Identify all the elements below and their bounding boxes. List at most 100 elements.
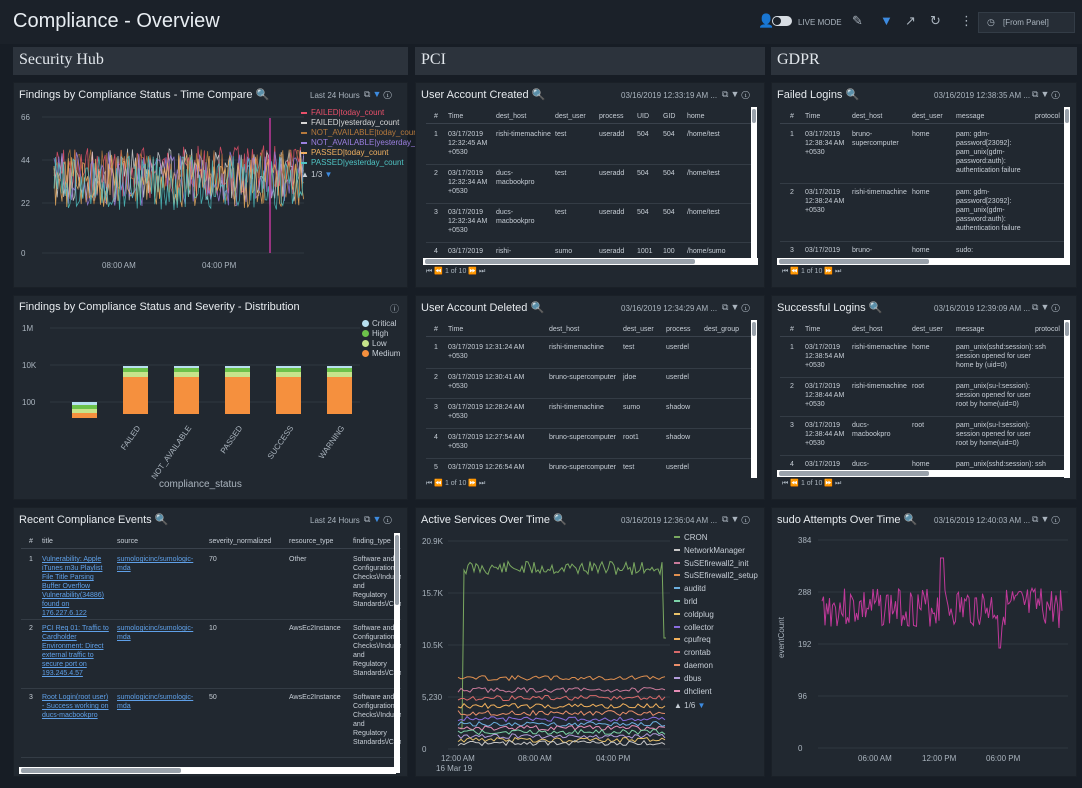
column-header[interactable]: protocol <box>1035 326 1060 333</box>
filter-icon[interactable]: ▼ <box>1040 302 1052 312</box>
bar-segment[interactable] <box>327 366 352 368</box>
column-header[interactable]: dest_host <box>496 113 527 120</box>
next-page-icon[interactable]: ⏩ <box>468 480 478 487</box>
legend-item[interactable]: Low <box>362 339 408 349</box>
column-header[interactable]: Time <box>448 326 464 333</box>
column-header[interactable]: UID <box>637 113 650 120</box>
info-icon[interactable]: ⓘ <box>1051 514 1062 524</box>
table-row[interactable]: 2 03/17/2019 12:38:44 AM +0530 rishi-timem… <box>780 378 1066 417</box>
last-page-icon[interactable]: ⏭ <box>478 480 486 487</box>
table-row[interactable]: 1 03/17/2019 12:38:34 AM +0530 bruno-super… <box>780 126 1066 184</box>
bar-segment[interactable] <box>174 366 199 368</box>
table-pager[interactable]: ⏮ ⏪ 1 of 10 ⏩ ⏭ <box>782 480 842 487</box>
search-icon[interactable]: 🔍 <box>154 514 169 526</box>
vertical-scrollbar[interactable] <box>1064 320 1070 478</box>
info-icon[interactable]: ⓘ <box>390 304 402 314</box>
legend-item[interactable]: dbus <box>674 673 764 686</box>
copy-icon[interactable]: ⧉ <box>1032 514 1041 524</box>
table-row[interactable]: 3 03/17/2019 12:28:24 AM +0530 rishi-timem… <box>426 399 756 429</box>
bar-segment[interactable] <box>225 366 250 368</box>
legend-item[interactable]: crontab <box>674 647 764 660</box>
horizontal-scrollbar[interactable] <box>777 258 1069 265</box>
copy-icon[interactable]: ⧉ <box>722 89 731 99</box>
refresh-icon[interactable]: ↻ <box>930 13 941 28</box>
bar-segment[interactable] <box>276 366 301 368</box>
info-icon[interactable]: ⓘ <box>383 514 394 524</box>
column-header[interactable]: Time <box>805 326 821 333</box>
column-header[interactable]: dest_user <box>912 326 943 333</box>
bar-segment[interactable] <box>276 372 301 377</box>
legend-item[interactable]: PASSED|yesterday_count <box>301 158 407 168</box>
copy-icon[interactable]: ⧉ <box>364 514 373 524</box>
table-row[interactable]: 1 Vulnerability: Apple iTunes m3u Playlis… <box>21 551 401 620</box>
table-row[interactable]: 3 03/17/2019 bruno-home sudo: <box>780 242 1066 258</box>
table-row[interactable]: 3 03/17/2019 12:38:44 AM +0530 ducs-macboo… <box>780 417 1066 456</box>
filter-icon[interactable]: ▼ <box>372 89 384 99</box>
next-page-icon[interactable]: ⏩ <box>824 480 834 487</box>
column-header[interactable]: message <box>956 113 985 120</box>
info-icon[interactable]: ⓘ <box>741 89 752 99</box>
table-row[interactable]: 1 03/17/2019 12:32:45 AM +0530 rishi-timem… <box>426 126 756 165</box>
bar-segment[interactable] <box>225 372 250 377</box>
bar-segment[interactable] <box>123 372 148 377</box>
vertical-scrollbar[interactable] <box>751 107 757 265</box>
bar-segment[interactable] <box>276 377 301 414</box>
legend-item[interactable]: SuSEfirewall2_setup <box>674 570 764 583</box>
column-header[interactable]: dest_user <box>912 113 943 120</box>
legend-item[interactable]: CRON <box>674 532 764 545</box>
column-header[interactable]: Time <box>448 113 464 120</box>
column-header[interactable]: resource_type <box>289 538 334 545</box>
vertical-scrollbar[interactable] <box>1064 107 1070 265</box>
bar-segment[interactable] <box>123 368 148 372</box>
column-header[interactable]: # <box>434 113 438 120</box>
column-header[interactable]: GID <box>663 113 676 120</box>
copy-icon[interactable]: ⧉ <box>1032 302 1041 312</box>
horizontal-scrollbar[interactable] <box>423 258 758 265</box>
legend-pager[interactable]: ▲ 1/3 ▼ <box>301 170 333 179</box>
legend-item[interactable]: NOT_AVAILABLE|today_count <box>301 128 420 138</box>
column-header[interactable]: message <box>956 326 985 333</box>
time-range-selector[interactable]: ◷ [From Panel] <box>978 12 1075 33</box>
legend-item[interactable]: cpufreq <box>674 634 764 647</box>
table-pager[interactable]: ⏮ ⏪ 1 of 10 ⏩ ⏭ <box>426 480 486 487</box>
bar-segment[interactable] <box>174 368 199 372</box>
info-icon[interactable]: ⓘ <box>1051 89 1062 99</box>
column-header[interactable]: dest_host <box>852 113 883 120</box>
table-row[interactable]: 1 03/17/2019 12:38:54 AM +0530 rishi-timem… <box>780 339 1066 378</box>
copy-icon[interactable]: ⧉ <box>722 302 731 312</box>
column-header[interactable]: # <box>790 113 794 120</box>
info-icon[interactable]: ⓘ <box>741 514 752 524</box>
prev-page-icon[interactable]: ⏪ <box>790 480 799 487</box>
live-mode-toggle[interactable] <box>772 16 792 26</box>
legend-next-icon[interactable]: ▼ <box>322 170 333 179</box>
filter-icon[interactable]: ▼ <box>730 89 742 99</box>
prev-page-icon[interactable]: ⏪ <box>434 268 443 275</box>
legend-item[interactable]: daemon <box>674 660 764 673</box>
bar-segment[interactable] <box>327 372 352 377</box>
legend-item[interactable]: PASSED|today_count <box>301 148 407 158</box>
column-header[interactable]: dest_host <box>852 326 883 333</box>
bar-segment[interactable] <box>72 413 97 418</box>
more-options-icon[interactable]: ⋮ <box>960 13 973 28</box>
legend-item[interactable]: FAILED|today_count <box>301 108 407 118</box>
table-pager[interactable]: ⏮ ⏪ 1 of 10 ⏩ ⏭ <box>782 268 842 275</box>
vertical-scrollbar[interactable] <box>751 320 757 478</box>
table-row[interactable]: 5 03/17/2019 12:26:54 AM +0530 bruno-super… <box>426 459 756 471</box>
filter-icon[interactable]: ▼ <box>372 514 384 524</box>
legend-next-icon[interactable]: ▼ <box>695 701 706 711</box>
search-icon[interactable]: 🔍 <box>868 302 883 314</box>
filter-icon[interactable]: ▼ <box>880 13 893 28</box>
table-cell-title[interactable]: Root Login(root user) - Success working … <box>42 694 109 719</box>
bar-segment[interactable] <box>174 377 199 414</box>
prev-page-icon[interactable]: ⏪ <box>434 480 443 487</box>
filter-icon[interactable]: ▼ <box>730 302 742 312</box>
legend-item[interactable]: Medium <box>362 349 408 359</box>
column-header[interactable]: finding_type <box>353 538 391 545</box>
column-header[interactable]: dest_user <box>555 113 586 120</box>
info-icon[interactable]: ⓘ <box>1051 302 1062 312</box>
copy-icon[interactable]: ⧉ <box>722 514 731 524</box>
table-row[interactable]: 4 03/17/2019 rishi-sumo useradd 1001 100/home… <box>426 243 756 258</box>
share-icon[interactable]: ↗ <box>905 13 916 28</box>
copy-icon[interactable]: ⧉ <box>364 89 373 99</box>
column-header[interactable]: dest_group <box>704 326 740 333</box>
